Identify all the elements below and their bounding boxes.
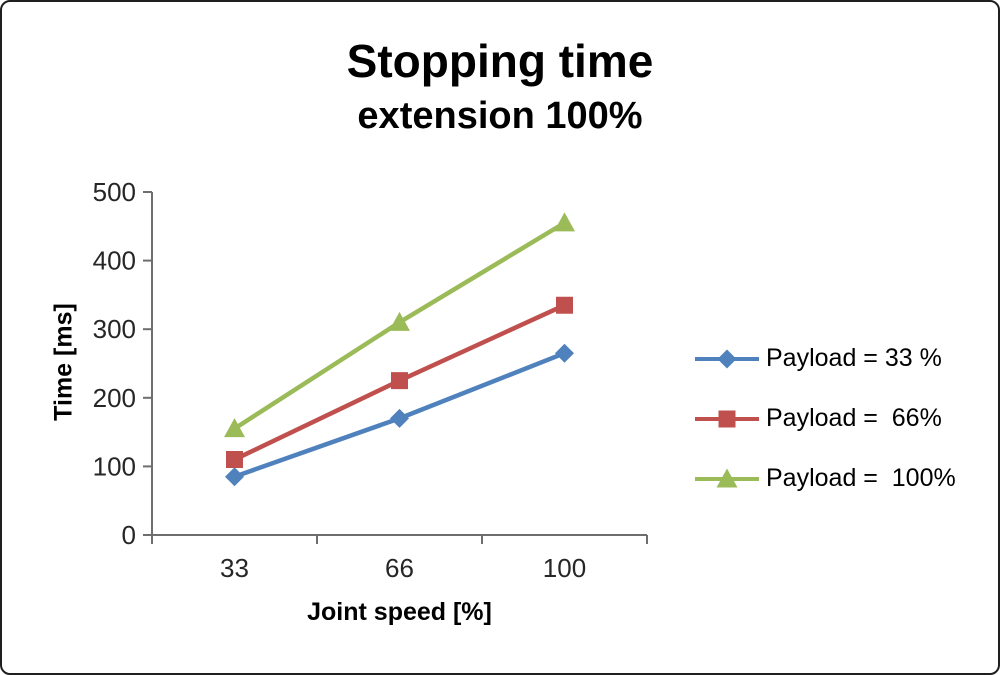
y-tick-label: 400 bbox=[93, 246, 136, 276]
series-marker-1 bbox=[391, 372, 408, 390]
series-marker-2 bbox=[389, 311, 410, 331]
series-marker-2 bbox=[554, 212, 575, 232]
y-tick-label: 200 bbox=[93, 383, 136, 413]
series-marker-0 bbox=[390, 408, 409, 428]
series-marker-0 bbox=[225, 467, 244, 487]
legend-triangle-icon bbox=[695, 468, 759, 487]
legend-item-payload-66: Payload = 66% bbox=[694, 404, 956, 433]
legend-item-payload-100: Payload = 100% bbox=[694, 464, 956, 493]
chart-legend: Payload = 33 % Payload = 66% Payload = 1… bbox=[694, 344, 956, 493]
series-marker-0 bbox=[555, 343, 574, 363]
y-tick-label: 300 bbox=[93, 314, 136, 344]
chart-subtitle: extension 100% bbox=[357, 95, 643, 137]
legend-label: Payload = 100% bbox=[766, 464, 956, 492]
x-axis-title: Joint speed [%] bbox=[307, 598, 492, 626]
series-marker-2 bbox=[224, 418, 245, 438]
series-marker-1 bbox=[556, 296, 573, 314]
chart-title: Stopping time bbox=[346, 35, 654, 87]
x-tick-label: 100 bbox=[543, 553, 586, 583]
x-tick-label: 66 bbox=[385, 553, 414, 583]
legend-diamond-icon bbox=[695, 349, 759, 368]
series-marker-1 bbox=[226, 451, 243, 469]
y-axis-title: Time [ms] bbox=[49, 303, 78, 421]
legend-label: Payload = 33 % bbox=[766, 344, 942, 372]
legend-item-payload-33: Payload = 33 % bbox=[694, 344, 956, 373]
y-tick-label: 100 bbox=[93, 451, 136, 481]
y-tick-label: 0 bbox=[122, 520, 136, 550]
legend-square-icon bbox=[695, 410, 759, 427]
x-tick-label: 33 bbox=[220, 553, 249, 583]
y-tick-label: 500 bbox=[93, 177, 136, 207]
legend-label: Payload = 66% bbox=[766, 404, 942, 432]
